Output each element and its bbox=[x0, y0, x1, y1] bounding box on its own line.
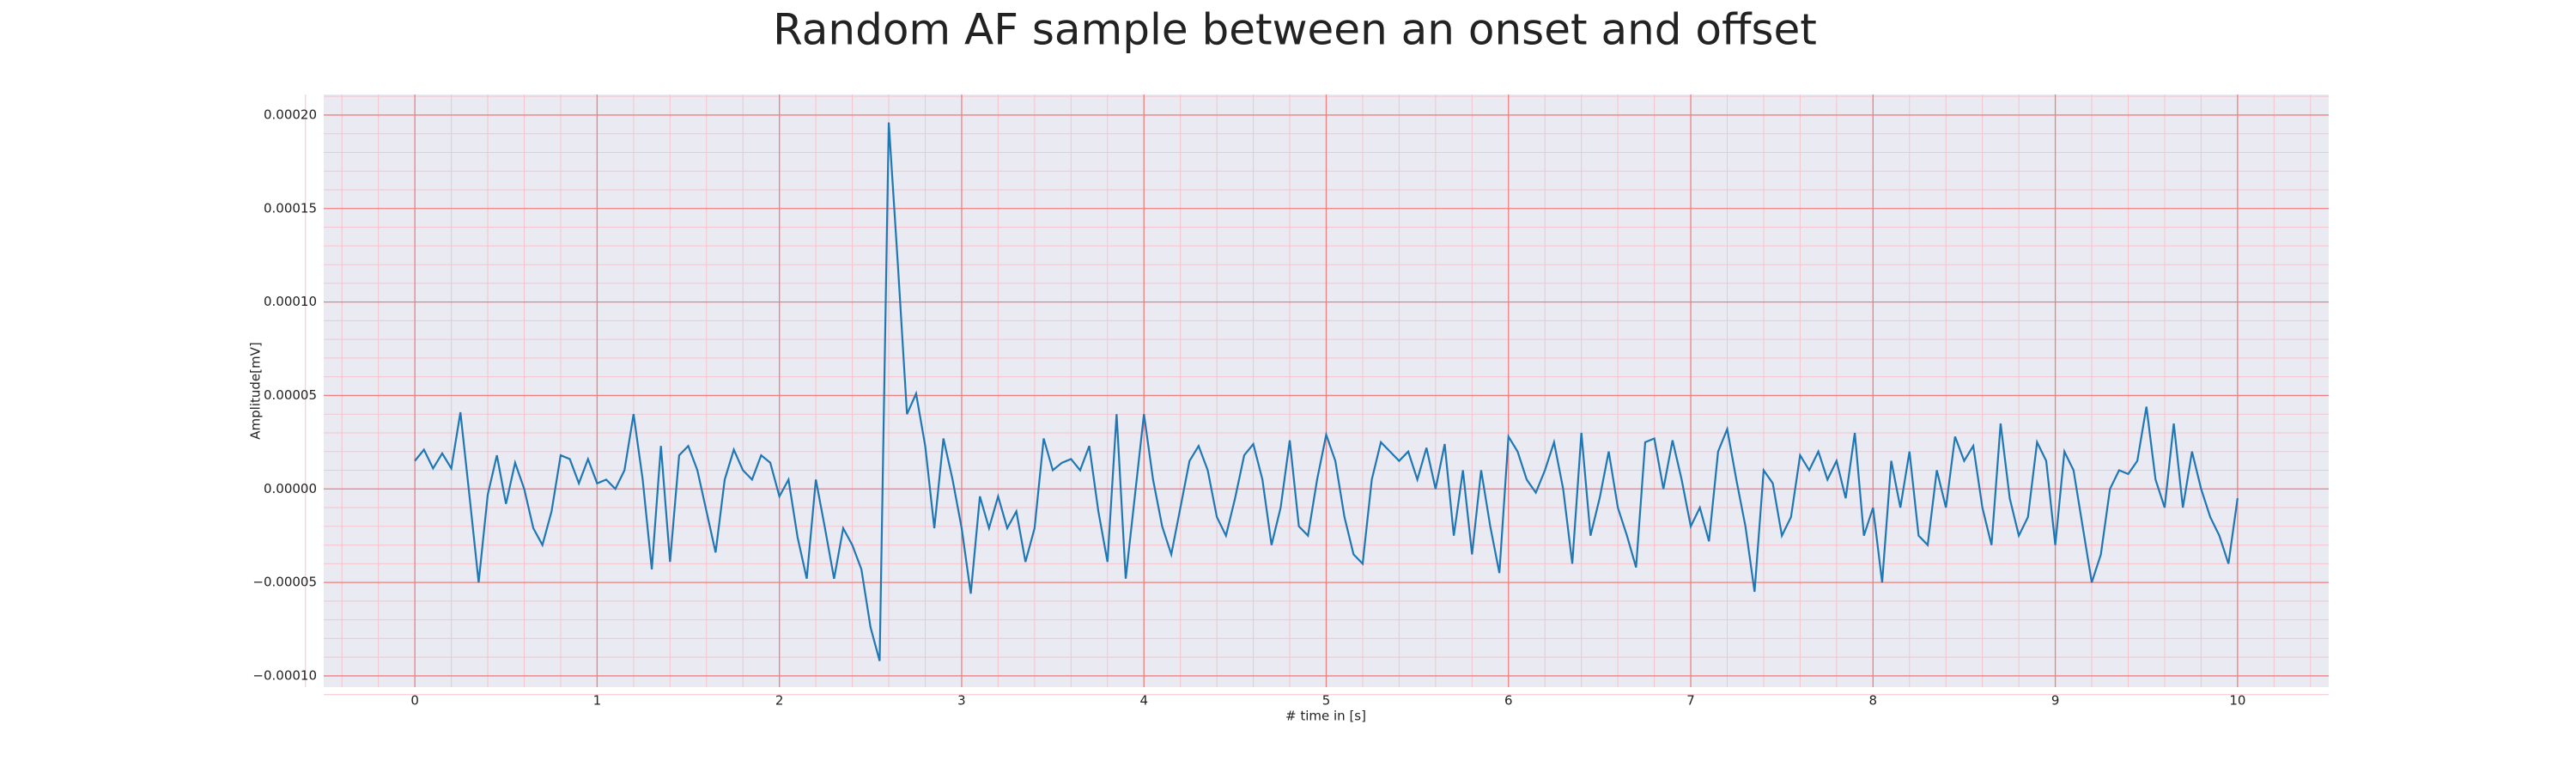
x-tick-label: 0 bbox=[410, 693, 419, 709]
y-tick-label: 0.00005 bbox=[264, 387, 317, 403]
x-tick-label: 8 bbox=[1869, 693, 1878, 709]
x-tick-label: 10 bbox=[2229, 693, 2245, 709]
x-tick-label: 5 bbox=[1322, 693, 1331, 709]
x-axis-label: # time in [s] bbox=[1285, 709, 1366, 724]
y-tick-label: 0.00010 bbox=[264, 294, 317, 309]
x-tick-label: 1 bbox=[593, 693, 602, 709]
line-series bbox=[414, 122, 2239, 661]
chart-title: Random AF sample between an onset and of… bbox=[773, 5, 1817, 55]
x-tick-label: 4 bbox=[1139, 693, 1148, 709]
marks bbox=[414, 122, 2239, 661]
y-axis-label: Amplitude[mV] bbox=[248, 342, 264, 439]
x-tick-label: 2 bbox=[775, 693, 784, 709]
y-tick-label: −0.00010 bbox=[252, 667, 317, 683]
x-tick-label: 9 bbox=[2051, 693, 2060, 709]
y-tick-label: 0.00000 bbox=[264, 481, 317, 496]
y-tick-label: 0.00015 bbox=[264, 200, 317, 216]
y-tick-label: 0.00020 bbox=[264, 107, 317, 122]
y-tick-label: −0.00005 bbox=[252, 575, 317, 590]
x-tick-label: 3 bbox=[957, 693, 966, 709]
x-tick-label: 6 bbox=[1504, 693, 1513, 709]
x-tick-label: 7 bbox=[1686, 693, 1695, 709]
